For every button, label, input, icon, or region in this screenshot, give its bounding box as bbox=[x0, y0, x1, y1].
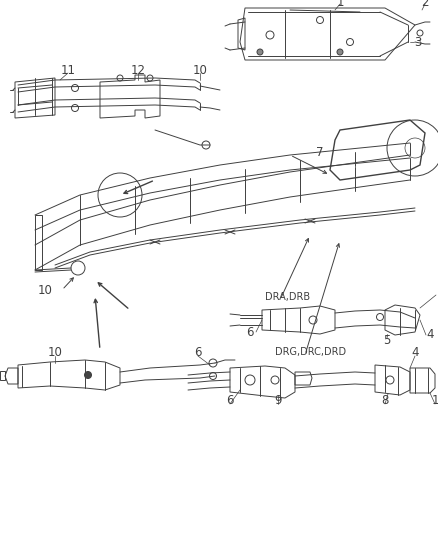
Text: 6: 6 bbox=[194, 345, 201, 359]
Text: 1: 1 bbox=[430, 393, 438, 407]
Circle shape bbox=[256, 49, 262, 55]
Text: DRA,DRB: DRA,DRB bbox=[265, 292, 309, 302]
Text: 10: 10 bbox=[47, 345, 62, 359]
Text: 4: 4 bbox=[425, 328, 433, 342]
Text: DRG,DRC,DRD: DRG,DRC,DRD bbox=[274, 347, 345, 357]
Circle shape bbox=[336, 49, 342, 55]
Text: 1: 1 bbox=[435, 288, 438, 302]
Text: 7: 7 bbox=[315, 146, 323, 158]
Text: 11: 11 bbox=[60, 63, 75, 77]
Text: 10: 10 bbox=[38, 284, 52, 296]
Text: 10: 10 bbox=[192, 63, 207, 77]
Text: 1: 1 bbox=[336, 0, 343, 9]
Text: 6: 6 bbox=[226, 393, 233, 407]
Text: 8: 8 bbox=[381, 393, 388, 407]
Text: 9: 9 bbox=[274, 393, 281, 407]
Text: 2: 2 bbox=[420, 0, 428, 9]
Text: 12: 12 bbox=[130, 63, 145, 77]
Text: 5: 5 bbox=[382, 334, 390, 346]
Text: 3: 3 bbox=[413, 36, 421, 49]
Circle shape bbox=[84, 372, 91, 378]
Text: 4: 4 bbox=[410, 345, 418, 359]
Text: 6: 6 bbox=[246, 326, 253, 338]
